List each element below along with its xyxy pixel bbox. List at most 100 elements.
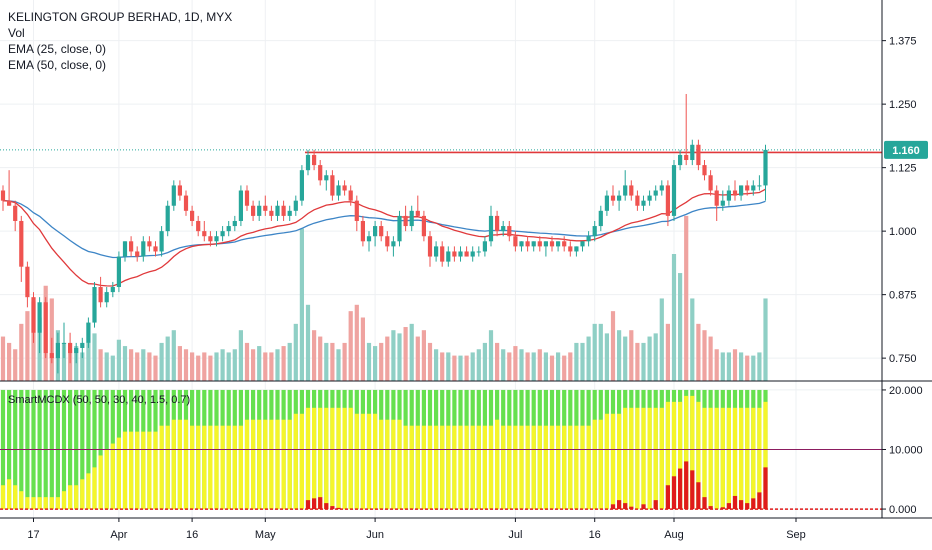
candle (714, 185, 719, 221)
volume-bar (360, 317, 365, 381)
indicator-legend[interactable]: SmartMCDX (50, 50, 30, 40, 1.5, 0.7) (8, 394, 191, 406)
volume-bar (415, 336, 420, 381)
legend-ema50[interactable]: EMA (50, close, 0) (8, 58, 107, 72)
candle-body (440, 246, 445, 262)
mcdx-yellow-bar (543, 425, 548, 510)
candle (440, 241, 445, 267)
candle-body (617, 195, 622, 201)
volume-bar (446, 352, 451, 381)
mcdx-red-bar (671, 476, 677, 510)
volume-bar (312, 330, 317, 381)
mcdx-yellow-bar (531, 425, 536, 510)
mcdx-red-bar (690, 470, 695, 510)
mcdx-yellow-bar (720, 407, 725, 510)
mcdx-yellow-bar (385, 419, 390, 510)
candle (19, 215, 24, 282)
candle (549, 236, 555, 252)
candle-body (269, 210, 274, 216)
volume-bar (263, 352, 268, 381)
mcdx-yellow-bar (159, 425, 164, 510)
mcdx-red-bar (330, 506, 335, 510)
candle (293, 195, 298, 216)
mcdx-yellow-bar (537, 425, 542, 510)
volume-bar (501, 349, 506, 381)
volume-bar (757, 352, 762, 381)
candle (427, 231, 433, 267)
mcdx-red-bar (629, 506, 634, 510)
price-tick-label: 1.375 (889, 36, 917, 48)
volume-bar (190, 352, 195, 381)
candle (446, 246, 451, 267)
volume-bar (318, 336, 323, 381)
volume-bar (452, 355, 457, 381)
volume-bar (604, 333, 609, 381)
volume-bar (610, 311, 616, 381)
volume-bar (122, 346, 128, 381)
legend-ema25[interactable]: EMA (25, close, 0) (8, 42, 107, 56)
volume-bar (159, 342, 164, 381)
mcdx-red-bar (324, 503, 329, 510)
mcdx-yellow-bar (476, 425, 481, 510)
mcdx-yellow-bar (202, 425, 207, 510)
mcdx-yellow-bar (86, 473, 91, 510)
time-axis[interactable]: 17 Apr 16 May Jun Jul 16 Aug Sep (27, 518, 806, 541)
candle (659, 180, 664, 196)
mcdx-yellow-bar (653, 407, 658, 510)
mcdx-axis[interactable]: 0.000 10.000 20.000 (882, 385, 923, 516)
mcdx-yellow-bar (196, 425, 201, 510)
candle-body (171, 185, 176, 206)
volume-bar (507, 352, 512, 381)
candle (696, 139, 701, 171)
candle (720, 190, 725, 211)
candle (257, 200, 262, 221)
mcdx-yellow-bar (714, 407, 719, 510)
candle-body (641, 200, 646, 206)
candle-body (373, 226, 378, 237)
volume-bar (623, 336, 628, 381)
candle-body (507, 226, 512, 237)
mcdx-yellow-bar (122, 431, 128, 510)
mcdx-yellow-bar (354, 413, 359, 510)
candle (232, 215, 237, 232)
mcdx-yellow-bar (617, 413, 622, 510)
mcdx-yellow-bar (220, 425, 225, 510)
volume-bar (232, 349, 237, 381)
candle (501, 220, 506, 237)
candle-body (653, 190, 658, 196)
mcdx-yellow-bar (745, 407, 750, 510)
volume-bar (720, 352, 725, 381)
candle (104, 287, 109, 308)
mcdx-yellow-bar (562, 425, 567, 510)
volume-bar (434, 349, 439, 381)
mcdx-yellow-bar (98, 455, 103, 510)
volume-bars (0, 215, 768, 381)
volume-bar (586, 336, 591, 381)
candle (391, 236, 396, 257)
legend-vol[interactable]: Vol (8, 26, 25, 40)
candle-body (360, 220, 365, 242)
candle (732, 180, 738, 201)
volume-bar (293, 323, 298, 381)
symbol-title[interactable]: KELINGTON GROUP BERHAD, 1D, MYX (8, 10, 233, 24)
candle (507, 220, 512, 242)
candle-body (104, 292, 109, 303)
mcdx-yellow-bar (604, 413, 609, 510)
volume-bar (440, 352, 445, 381)
mcdx-red-bar (312, 498, 317, 510)
candle (397, 210, 402, 247)
candle-body (196, 220, 201, 232)
mcdx-yellow-bar (37, 497, 42, 510)
mcdx-yellow-bar (129, 431, 134, 510)
candle (373, 220, 378, 247)
volume-bar (641, 342, 646, 381)
mcdx-yellow-bar (421, 425, 426, 510)
mcdx-yellow-bar (299, 413, 304, 510)
candle-body (726, 190, 731, 201)
candle (342, 180, 347, 196)
candle (281, 200, 286, 221)
candle (568, 241, 573, 257)
price-axis[interactable]: 0.750 0.875 1.000 1.125 1.250 1.375 (882, 36, 917, 366)
candle-body (55, 342, 60, 359)
candle-body (275, 205, 280, 216)
